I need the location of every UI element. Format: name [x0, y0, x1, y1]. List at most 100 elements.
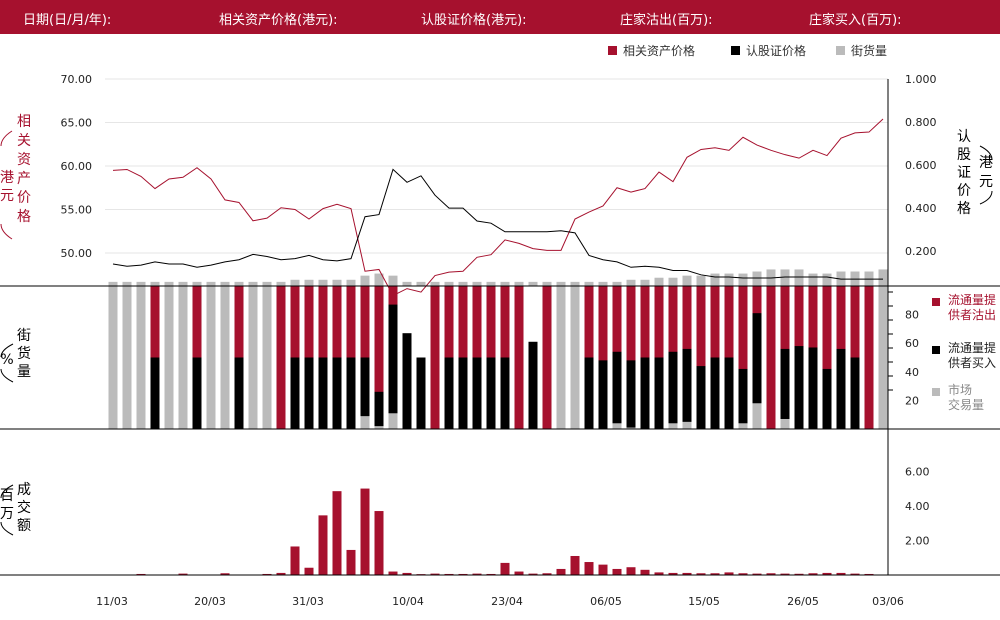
liquidity-label-paren	[0, 343, 14, 358]
liquidity-axis-tick: 60	[905, 337, 919, 350]
liquidity-buy-bar	[822, 368, 832, 429]
turnover-axis-label-char: 成	[17, 482, 31, 498]
left-axis-tick: 55.00	[61, 203, 93, 216]
liquidity-buy-bar	[752, 313, 762, 429]
street-volume-bar	[360, 275, 370, 286]
turnover-bar	[626, 567, 636, 575]
liquidity-axis-tick: 40	[905, 366, 919, 379]
date-tick: 10/04	[392, 595, 424, 608]
street-volume-bar	[150, 281, 160, 286]
legend-swatch	[608, 46, 617, 55]
right-axis-label-char: 格	[957, 201, 971, 217]
turnover-bar	[220, 573, 230, 575]
liquidity-buy-bar	[388, 304, 398, 429]
right-axis-tick: 0.600	[905, 159, 937, 172]
turnover-bar	[388, 571, 398, 575]
underlying-price-line	[112, 118, 884, 297]
turnover-bar	[500, 562, 510, 575]
turnover-bar	[444, 573, 454, 575]
turnover-bar	[430, 573, 440, 575]
turnover-axis-label-char: 百	[0, 488, 14, 504]
turnover-bar	[304, 567, 314, 575]
liquidity-sell-bar	[514, 286, 524, 429]
left-axis-label-paren	[0, 223, 13, 240]
right-axis-tick: 0.800	[905, 116, 937, 129]
street-volume-bar	[724, 273, 734, 286]
street-volume-bar	[108, 281, 118, 286]
street-volume-bar	[682, 275, 692, 286]
liquidity-sell-bar	[822, 286, 832, 429]
right-axis-label-paren	[979, 145, 993, 161]
liquidity-buy-bar	[710, 357, 720, 429]
liquidity-legend-label: 供者沽出	[948, 308, 996, 322]
liquidity-buy-bar	[150, 357, 160, 429]
turnover-axis-tick: 2.00	[905, 534, 930, 547]
warrant-price-line	[112, 168, 883, 280]
street-volume-bar	[612, 281, 622, 286]
market-volume-bar	[556, 286, 566, 429]
turnover-bar	[752, 573, 762, 575]
market-volume-bar	[220, 286, 230, 429]
price-gridlines	[105, 78, 888, 254]
liquidity-axis-tick: 20	[905, 394, 919, 407]
axes	[0, 79, 1000, 576]
liquidity-sell-bar	[598, 286, 608, 429]
turnover-bars	[136, 488, 874, 575]
right-axis-tick: 0.200	[905, 245, 937, 258]
turnover-bar	[864, 573, 874, 575]
left-axis-label-char: 相	[17, 114, 31, 130]
market-volume-bar	[388, 413, 398, 429]
market-volume-bar	[878, 286, 888, 429]
turnover-bar	[654, 572, 664, 575]
market-maker-buy-label: 庄家买入(百万):	[809, 13, 902, 28]
date-tick: 15/05	[688, 595, 720, 608]
turnover-bar	[556, 568, 566, 575]
street-volume-bar	[262, 281, 272, 286]
street-volume-bar	[556, 281, 566, 286]
turnover-bar	[794, 573, 804, 575]
legend-label: 街货量	[851, 43, 887, 58]
liquidity-axis-label-char: 货	[17, 345, 31, 362]
right-axis-label-char: 元	[979, 174, 993, 190]
liquidity-buy-bar	[724, 357, 734, 429]
street-volume-bar	[528, 281, 538, 286]
street-volume-bar	[794, 269, 804, 286]
right-axis-label-paren	[979, 190, 993, 205]
liquidity-sell-bar	[696, 286, 706, 429]
turnover-bar	[850, 573, 860, 575]
street-volume-bar	[318, 279, 328, 286]
liquidity-buy-bar	[668, 351, 678, 429]
liquidity-legend-label: 供者买入	[948, 356, 996, 370]
liquidity-buy-bar	[346, 357, 356, 429]
turnover-bar	[766, 573, 776, 575]
warrant-chart: 70.00 65.00 60.00 55.00 50.00 1.000 0.800 0.600…	[0, 43, 1000, 608]
street-volume-bar	[500, 281, 510, 286]
street-volume-bar	[752, 271, 762, 286]
market-maker-sell-label: 庄家沽出(百万):	[620, 13, 713, 28]
street-volume-bar	[780, 269, 790, 286]
liquidity-sell-bar	[626, 286, 636, 429]
street-volume-bar	[486, 281, 496, 286]
turnover-bar	[584, 562, 594, 575]
liquidity-buy-bar	[374, 391, 384, 429]
header-bar: 日期(日/月/年): 相关资产价格(港元): 认股证价格(港元): 庄家沽出(百…	[0, 0, 1000, 34]
date-tick: 06/05	[590, 595, 622, 608]
turnover-bar	[276, 572, 286, 575]
street-volume-bar	[346, 279, 356, 286]
legend-swatch	[836, 46, 845, 55]
street-volume-bar	[668, 277, 678, 286]
market-volume-bar	[612, 423, 622, 429]
street-volume-bar	[822, 273, 832, 286]
turnover-bar	[710, 573, 720, 575]
liquidity-buy-bar	[332, 357, 342, 429]
market-volume-bar	[178, 286, 188, 429]
market-volume-bar	[262, 286, 272, 429]
liquidity-buy-bar	[836, 348, 846, 429]
turnover-bar	[668, 572, 678, 575]
date-tick: 23/04	[491, 595, 523, 608]
turnover-bar	[738, 573, 748, 575]
turnover-bar	[682, 572, 692, 575]
date-tick: 11/03	[96, 595, 128, 608]
liquidity-buy-bar	[640, 357, 650, 429]
street-volume-bar	[136, 281, 146, 286]
